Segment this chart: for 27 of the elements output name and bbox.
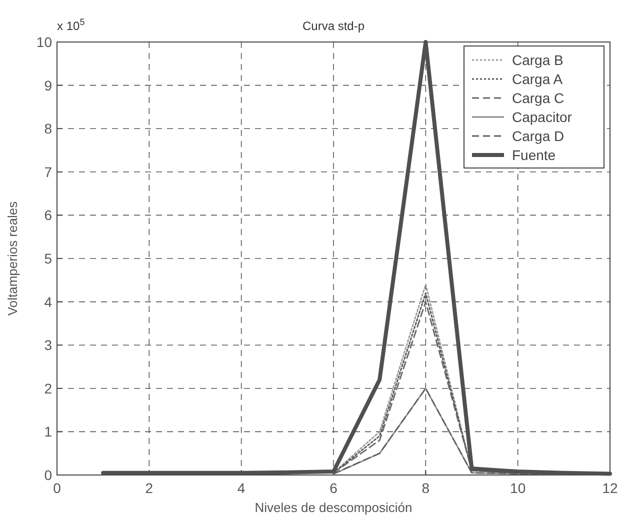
y-tick-label: 3 [44,337,52,354]
x-tick-label: 10 [510,480,526,496]
legend-label: Fuente [512,147,556,163]
text: x 10$^{5}$ [57,17,85,33]
legend-label: Carga B [512,52,564,68]
y-tick-label: 7 [44,164,52,180]
x-tick-label: 6 [330,480,338,496]
x-tick-label: 2 [145,480,154,496]
legend-label: Carga D [512,128,564,144]
legend-label: Carga C [512,90,564,106]
y-tick-label: 0 [44,467,52,483]
y-tick-label: 9 [44,77,52,94]
legend-label: Carga A [512,71,564,87]
y-tick-label: 4 [44,294,52,310]
x-tick-label: 8 [422,480,430,496]
chart-title: Curva std-p [302,19,365,33]
y-axis-title: Voltamperios reales [5,200,20,316]
x-axis-title: Niveles de descomposición [254,500,412,515]
y-tick-label: 6 [44,207,52,224]
y-tick-label: 1 [44,424,52,440]
y-tick-label: 2 [44,380,52,396]
y-tick-label: 10 [36,34,52,50]
y-tick-label: 5 [44,250,52,266]
legend-label: Capacitor [512,109,572,125]
y-tick-label: 8 [44,120,52,137]
x-tick-label: 12 [602,480,618,496]
x-tick-label: 4 [237,480,246,496]
